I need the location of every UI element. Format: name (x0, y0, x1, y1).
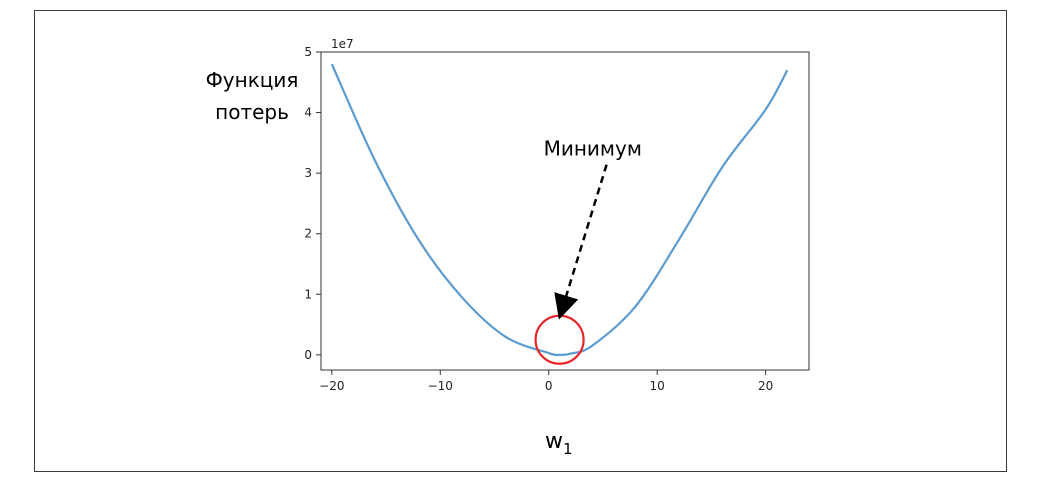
loss-curve-line (330, 63, 789, 357)
y-tick-label: 1 (304, 287, 312, 301)
y-tick-label: 5 (304, 45, 312, 59)
y-tick-label: 0 (304, 348, 312, 362)
y-scale-exponent: 1e7 (331, 37, 354, 51)
y-tick-label: 4 (304, 106, 312, 120)
x-axis-label-main: w (545, 429, 563, 454)
minimum-label: Минимум (544, 137, 642, 161)
x-tick-label: 20 (758, 379, 773, 393)
x-axis: −20 −10 0 10 20 (319, 370, 773, 393)
loss-chart: −20 −10 0 10 20 0 1 2 3 4 5 1e7 Минимум Функция п… (206, 37, 810, 458)
x-axis-label: w1 (545, 429, 573, 458)
x-tick-label: −20 (319, 379, 344, 393)
y-tick-label: 3 (304, 166, 312, 180)
minimum-circle (534, 314, 585, 365)
y-axis-label-line-2: потерь (215, 100, 289, 124)
x-tick-label: 0 (545, 379, 553, 393)
y-axis: 0 1 2 3 4 5 (304, 45, 321, 362)
x-tick-label: 10 (650, 379, 665, 393)
y-axis-label-line-1: Функция (206, 68, 299, 92)
figure-frame: −20 −10 0 10 20 0 1 2 3 4 5 1e7 Минимум Функция п… (34, 10, 1007, 472)
y-tick-label: 2 (304, 227, 312, 241)
x-tick-label: −10 (428, 379, 453, 393)
x-axis-label-subscript: 1 (563, 440, 573, 458)
plot-area (320, 51, 810, 371)
minimum-arrow (554, 164, 608, 320)
